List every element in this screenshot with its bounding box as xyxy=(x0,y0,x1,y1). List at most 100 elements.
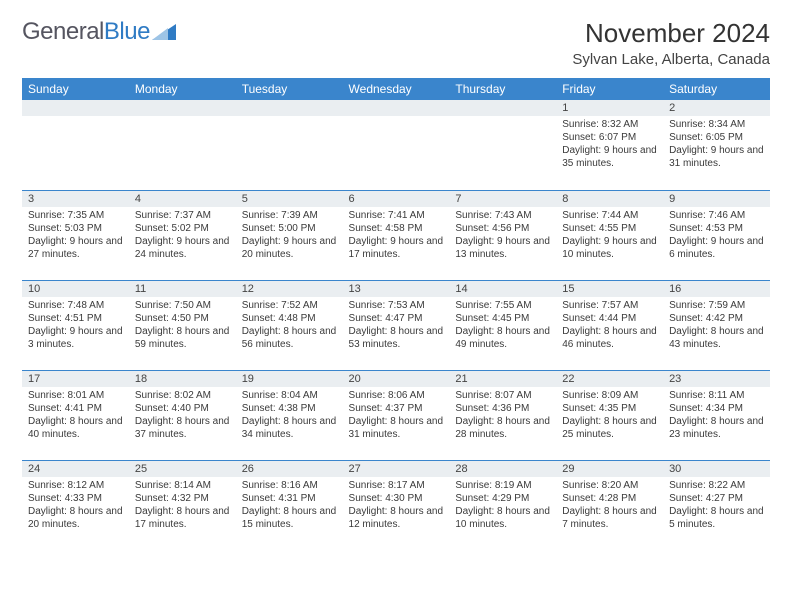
day-number: 27 xyxy=(343,461,450,477)
day-number xyxy=(343,100,450,116)
logo: GeneralBlue xyxy=(22,18,178,46)
calendar-body: 1Sunrise: 8:32 AMSunset: 6:07 PMDaylight… xyxy=(22,100,770,550)
day-sunrise: Sunrise: 7:55 AM xyxy=(455,299,550,312)
day-number xyxy=(449,100,556,116)
day-details: Sunrise: 8:22 AMSunset: 4:27 PMDaylight:… xyxy=(663,477,770,535)
day-sunset: Sunset: 4:47 PM xyxy=(349,312,444,325)
day-cell: 13Sunrise: 7:53 AMSunset: 4:47 PMDayligh… xyxy=(343,280,450,370)
day-details: Sunrise: 7:59 AMSunset: 4:42 PMDaylight:… xyxy=(663,297,770,355)
day-daylight: Daylight: 8 hours and 20 minutes. xyxy=(28,505,123,531)
day-details: Sunrise: 7:57 AMSunset: 4:44 PMDaylight:… xyxy=(556,297,663,355)
day-sunset: Sunset: 4:45 PM xyxy=(455,312,550,325)
day-cell: 12Sunrise: 7:52 AMSunset: 4:48 PMDayligh… xyxy=(236,280,343,370)
day-number: 28 xyxy=(449,461,556,477)
day-sunrise: Sunrise: 7:41 AM xyxy=(349,209,444,222)
day-daylight: Daylight: 8 hours and 31 minutes. xyxy=(349,415,444,441)
day-cell: 7Sunrise: 7:43 AMSunset: 4:56 PMDaylight… xyxy=(449,190,556,280)
day-sunrise: Sunrise: 8:20 AM xyxy=(562,479,657,492)
day-header-row: Sunday Monday Tuesday Wednesday Thursday… xyxy=(22,78,770,100)
day-sunset: Sunset: 4:50 PM xyxy=(135,312,230,325)
day-details: Sunrise: 8:19 AMSunset: 4:29 PMDaylight:… xyxy=(449,477,556,535)
day-sunrise: Sunrise: 7:59 AM xyxy=(669,299,764,312)
day-sunset: Sunset: 4:30 PM xyxy=(349,492,444,505)
day-number: 5 xyxy=(236,191,343,207)
day-sunset: Sunset: 4:29 PM xyxy=(455,492,550,505)
day-number: 13 xyxy=(343,281,450,297)
day-cell: 9Sunrise: 7:46 AMSunset: 4:53 PMDaylight… xyxy=(663,190,770,280)
day-details: Sunrise: 7:41 AMSunset: 4:58 PMDaylight:… xyxy=(343,207,450,265)
day-sunset: Sunset: 6:05 PM xyxy=(669,131,764,144)
day-cell: 1Sunrise: 8:32 AMSunset: 6:07 PMDaylight… xyxy=(556,100,663,190)
day-sunrise: Sunrise: 7:43 AM xyxy=(455,209,550,222)
day-number: 11 xyxy=(129,281,236,297)
day-sunset: Sunset: 6:07 PM xyxy=(562,131,657,144)
day-daylight: Daylight: 8 hours and 34 minutes. xyxy=(242,415,337,441)
day-cell: 14 Sunrise: 7:55 AMSunset: 4:45 PMDayligh… xyxy=(449,280,556,370)
day-number: 2 xyxy=(663,100,770,116)
day-details: Sunrise: 8:32 AMSunset: 6:07 PMDaylight:… xyxy=(556,116,663,174)
day-sunrise: Sunrise: 7:50 AM xyxy=(135,299,230,312)
week-row: 24Sunrise: 8:12 AMSunset: 4:33 PMDayligh… xyxy=(22,460,770,550)
day-cell: 17Sunrise: 8:01 AMSunset: 4:41 PMDayligh… xyxy=(22,370,129,460)
day-details: Sunrise: 7:43 AMSunset: 4:56 PMDaylight:… xyxy=(449,207,556,265)
day-sunrise: Sunrise: 8:12 AM xyxy=(28,479,123,492)
day-details: Sunrise: 8:01 AMSunset: 4:41 PMDaylight:… xyxy=(22,387,129,445)
day-sunrise: Sunrise: 7:57 AM xyxy=(562,299,657,312)
day-details xyxy=(129,116,236,176)
day-cell: 19Sunrise: 8:04 AMSunset: 4:38 PMDayligh… xyxy=(236,370,343,460)
day-details: Sunrise: 8:17 AMSunset: 4:30 PMDaylight:… xyxy=(343,477,450,535)
day-sunset: Sunset: 5:00 PM xyxy=(242,222,337,235)
day-sunset: Sunset: 4:51 PM xyxy=(28,312,123,325)
week-row: 3Sunrise: 7:35 AMSunset: 5:03 PMDaylight… xyxy=(22,190,770,280)
day-sunrise: Sunrise: 7:48 AM xyxy=(28,299,123,312)
day-daylight: Daylight: 8 hours and 49 minutes. xyxy=(455,325,550,351)
day-cell: 2Sunrise: 8:34 AMSunset: 6:05 PMDaylight… xyxy=(663,100,770,190)
day-cell: 6Sunrise: 7:41 AMSunset: 4:58 PMDaylight… xyxy=(343,190,450,280)
day-daylight: Daylight: 9 hours and 13 minutes. xyxy=(455,235,550,261)
day-sunset: Sunset: 4:55 PM xyxy=(562,222,657,235)
day-details: Sunrise: 7:48 AMSunset: 4:51 PMDaylight:… xyxy=(22,297,129,355)
day-daylight: Daylight: 9 hours and 24 minutes. xyxy=(135,235,230,261)
day-details: Sunrise: 7:39 AMSunset: 5:00 PMDaylight:… xyxy=(236,207,343,265)
day-number: 15 xyxy=(556,281,663,297)
day-number: 24 xyxy=(22,461,129,477)
day-sunrise: Sunrise: 7:52 AM xyxy=(242,299,337,312)
day-number: 8 xyxy=(556,191,663,207)
day-details: Sunrise: 8:14 AMSunset: 4:32 PMDaylight:… xyxy=(129,477,236,535)
day-daylight: Daylight: 9 hours and 10 minutes. xyxy=(562,235,657,261)
day-cell: 16Sunrise: 7:59 AMSunset: 4:42 PMDayligh… xyxy=(663,280,770,370)
day-details: Sunrise: 8:11 AMSunset: 4:34 PMDaylight:… xyxy=(663,387,770,445)
day-daylight: Daylight: 8 hours and 15 minutes. xyxy=(242,505,337,531)
day-details: Sunrise: 8:02 AMSunset: 4:40 PMDaylight:… xyxy=(129,387,236,445)
day-header: Saturday xyxy=(663,78,770,100)
day-details: Sunrise: 7:37 AMSunset: 5:02 PMDaylight:… xyxy=(129,207,236,265)
day-daylight: Daylight: 9 hours and 20 minutes. xyxy=(242,235,337,261)
day-header: Tuesday xyxy=(236,78,343,100)
day-daylight: Daylight: 8 hours and 43 minutes. xyxy=(669,325,764,351)
day-daylight: Daylight: 8 hours and 59 minutes. xyxy=(135,325,230,351)
day-daylight: Daylight: 8 hours and 23 minutes. xyxy=(669,415,764,441)
day-number: 9 xyxy=(663,191,770,207)
day-cell: 27Sunrise: 8:17 AMSunset: 4:30 PMDayligh… xyxy=(343,460,450,550)
day-daylight: Daylight: 9 hours and 17 minutes. xyxy=(349,235,444,261)
day-cell: 15Sunrise: 7:57 AMSunset: 4:44 PMDayligh… xyxy=(556,280,663,370)
day-cell xyxy=(129,100,236,190)
day-daylight: Daylight: 9 hours and 31 minutes. xyxy=(669,144,764,170)
day-number: 22 xyxy=(556,371,663,387)
day-sunrise: Sunrise: 8:19 AM xyxy=(455,479,550,492)
day-daylight: Daylight: 8 hours and 10 minutes. xyxy=(455,505,550,531)
day-cell: 26Sunrise: 8:16 AMSunset: 4:31 PMDayligh… xyxy=(236,460,343,550)
day-cell: 25Sunrise: 8:14 AMSunset: 4:32 PMDayligh… xyxy=(129,460,236,550)
day-number xyxy=(129,100,236,116)
day-cell: 23Sunrise: 8:11 AMSunset: 4:34 PMDayligh… xyxy=(663,370,770,460)
day-daylight: Daylight: 8 hours and 37 minutes. xyxy=(135,415,230,441)
day-number: 3 xyxy=(22,191,129,207)
day-sunrise: Sunrise: 8:16 AM xyxy=(242,479,337,492)
day-number: 14 xyxy=(449,281,556,297)
day-details: Sunrise: 8:06 AMSunset: 4:37 PMDaylight:… xyxy=(343,387,450,445)
day-sunrise: Sunrise: 8:14 AM xyxy=(135,479,230,492)
day-cell xyxy=(343,100,450,190)
day-cell: 20Sunrise: 8:06 AMSunset: 4:37 PMDayligh… xyxy=(343,370,450,460)
day-daylight: Daylight: 8 hours and 7 minutes. xyxy=(562,505,657,531)
day-sunset: Sunset: 5:03 PM xyxy=(28,222,123,235)
